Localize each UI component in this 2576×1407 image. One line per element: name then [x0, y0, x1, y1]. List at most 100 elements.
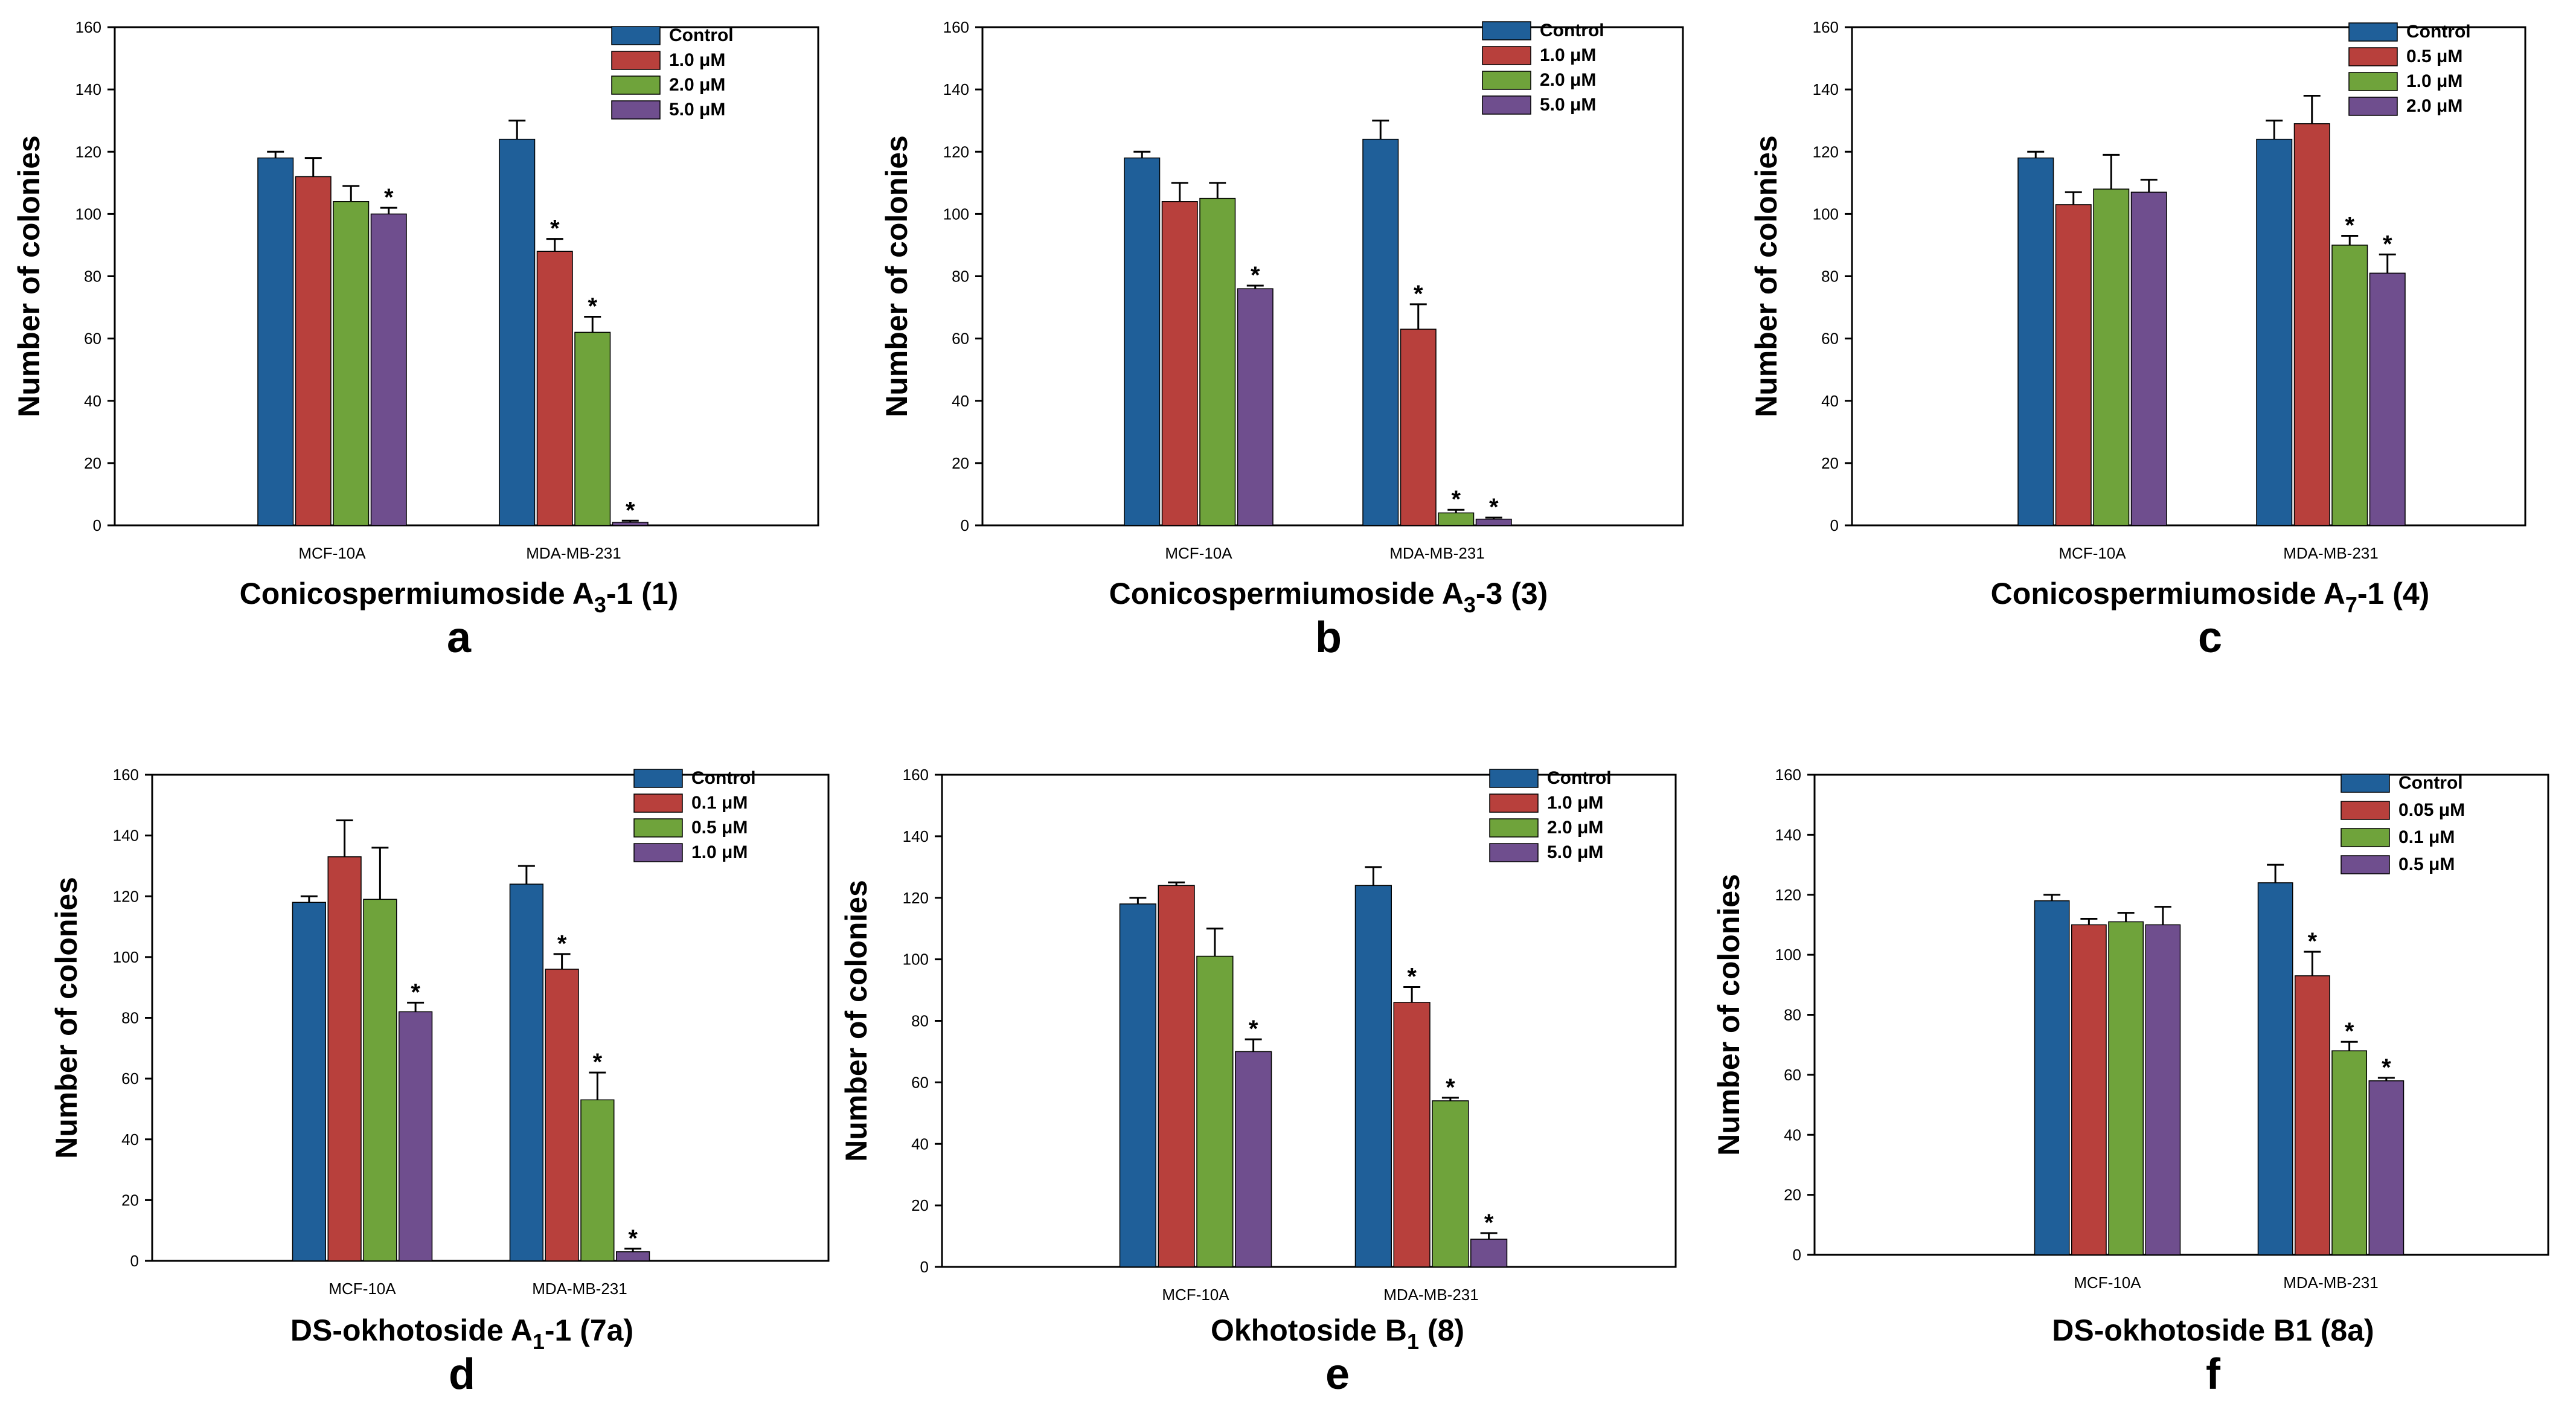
significance-marker: *: [1451, 486, 1461, 513]
legend-swatch: [633, 843, 683, 862]
bar-mda-mb-231-1: [545, 969, 579, 1261]
x-category-label: MDA-MB-231: [532, 1280, 627, 1298]
bar-mda-mb-231-2: [1432, 1100, 1469, 1268]
legend-label: 0.05 μM: [2398, 800, 2465, 820]
legend-label: 1.0 μM: [2406, 71, 2462, 91]
legend-label: 5.0 μM: [669, 100, 725, 120]
y-tick-label: 0: [1793, 1246, 1801, 1264]
y-axis-label: Number of colonies: [839, 880, 873, 1162]
y-tick-label: 100: [903, 950, 929, 969]
y-tick-label: 40: [84, 392, 101, 410]
chart-title-suffix: -1 (1): [606, 577, 678, 611]
bar-mcf-10a-1: [1161, 201, 1198, 526]
y-tick-label: 140: [1813, 80, 1839, 98]
legend-swatch: [2341, 828, 2390, 847]
significance-marker: *: [2308, 928, 2318, 955]
y-tick-label: 60: [1821, 330, 1839, 348]
y-tick-label: 160: [113, 766, 139, 784]
y-tick-label: 140: [113, 827, 139, 845]
legend-label: 1.0 μM: [1540, 45, 1596, 65]
panel-letter: d: [449, 1350, 475, 1399]
chart-title-suffix: -3 (3): [1476, 577, 1548, 611]
bar-mcf-10a-3: [399, 1011, 433, 1261]
legend-swatch: [1489, 843, 1539, 862]
bar-mcf-10a-2: [2093, 188, 2130, 526]
bar-mda-mb-231-3: [2368, 1080, 2405, 1255]
y-tick-label: 120: [903, 889, 929, 907]
legend-swatch: [2348, 22, 2398, 42]
chart-title-subscript: 1: [533, 1329, 545, 1354]
legend-label: 2.0 μM: [1540, 70, 1596, 90]
bar-mda-mb-231-0: [1354, 885, 1392, 1268]
legend-swatch: [611, 51, 661, 70]
legend-swatch: [2341, 855, 2390, 874]
significance-marker: *: [1484, 1210, 1494, 1236]
bar-mcf-10a-2: [363, 899, 397, 1261]
legend-swatch: [1482, 21, 1531, 40]
bar-mda-mb-231-3: [1470, 1239, 1508, 1268]
legend-label: 2.0 μM: [2406, 96, 2462, 116]
legend-label: Control: [669, 25, 734, 45]
bar-mda-mb-231-2: [574, 332, 611, 526]
legend-label: 5.0 μM: [1547, 842, 1603, 862]
legend-swatch: [633, 818, 683, 838]
y-tick-label: 160: [75, 18, 101, 36]
y-tick-label: 0: [93, 516, 101, 534]
chart-panel-b: 0 20 40 60 80 100 120 140 160 Number of colonies *…: [880, 18, 1684, 662]
y-tick-label: 0: [130, 1252, 139, 1270]
y-tick-label: 100: [1775, 946, 1801, 964]
significance-marker: *: [1251, 262, 1260, 289]
chart-panel-f: 0 20 40 60 80 100 120 140 160 Number of colonies M…: [1712, 766, 2549, 1399]
y-axis-label: Number of colonies: [12, 135, 46, 417]
y-tick-label: 0: [1830, 516, 1839, 534]
legend-label: 2.0 μM: [1547, 818, 1603, 838]
significance-marker: *: [626, 497, 635, 524]
bar-mda-mb-231-2: [580, 1099, 615, 1261]
x-category-label: MCF-10A: [1165, 544, 1232, 562]
y-tick-label: 20: [1821, 454, 1839, 472]
legend-label: Control: [1540, 21, 1604, 40]
x-category-label: MDA-MB-231: [1383, 1286, 1478, 1304]
bar-mcf-10a-2: [333, 201, 370, 526]
bar-mcf-10a-0: [1119, 903, 1156, 1268]
significance-marker: *: [2382, 1054, 2391, 1081]
chart-panel-e: 0 20 40 60 80 100 120 140 160 Number of colonies *…: [839, 766, 1677, 1399]
significance-marker: *: [2345, 1018, 2354, 1045]
bar-mda-mb-231-0: [509, 883, 543, 1261]
bar-mcf-10a-1: [295, 176, 332, 526]
legend-label: Control: [2398, 773, 2463, 793]
bar-mda-mb-231-1: [536, 251, 573, 526]
y-tick-label: 80: [1784, 1006, 1801, 1024]
chart-title-main: Conicospermiumoside A: [1109, 577, 1464, 611]
y-tick-label: 80: [1821, 268, 1839, 286]
significance-marker: *: [1489, 494, 1499, 521]
y-tick-label: 100: [1813, 205, 1839, 223]
bar-mcf-10a-2: [1199, 197, 1236, 526]
y-tick-label: 120: [1813, 143, 1839, 161]
x-category-label: MDA-MB-231: [1389, 544, 1484, 562]
significance-marker: *: [628, 1225, 638, 1252]
legend-swatch: [611, 26, 661, 45]
y-tick-label: 140: [1775, 825, 1801, 844]
bar-mda-mb-231-0: [1362, 138, 1399, 526]
significance-marker: *: [1414, 281, 1423, 307]
y-tick-label: 120: [1775, 886, 1801, 904]
legend-swatch: [1482, 95, 1531, 115]
bar-mda-mb-231-2: [2331, 245, 2368, 526]
legend-label: 1.0 μM: [669, 50, 725, 70]
y-tick-label: 140: [903, 827, 929, 845]
chart-title-main: Conicospermiumoside A: [1991, 577, 2345, 611]
y-tick-label: 20: [84, 454, 101, 472]
bar-mcf-10a-0: [292, 902, 326, 1261]
chart-title-suffix: -1 (7a): [545, 1313, 633, 1347]
x-category-label: MDA-MB-231: [2283, 544, 2378, 562]
legend-label: 0.1 μM: [691, 793, 748, 813]
y-tick-label: 60: [1784, 1066, 1801, 1084]
bar-mcf-10a-3: [2145, 924, 2181, 1255]
significance-marker: *: [2345, 212, 2354, 239]
y-tick-label: 40: [952, 392, 969, 410]
y-tick-label: 140: [75, 80, 101, 98]
chart-title-main: Okhotoside B: [1211, 1313, 1407, 1347]
y-tick-label: 20: [121, 1191, 139, 1209]
x-category-label: MCF-10A: [298, 544, 366, 562]
